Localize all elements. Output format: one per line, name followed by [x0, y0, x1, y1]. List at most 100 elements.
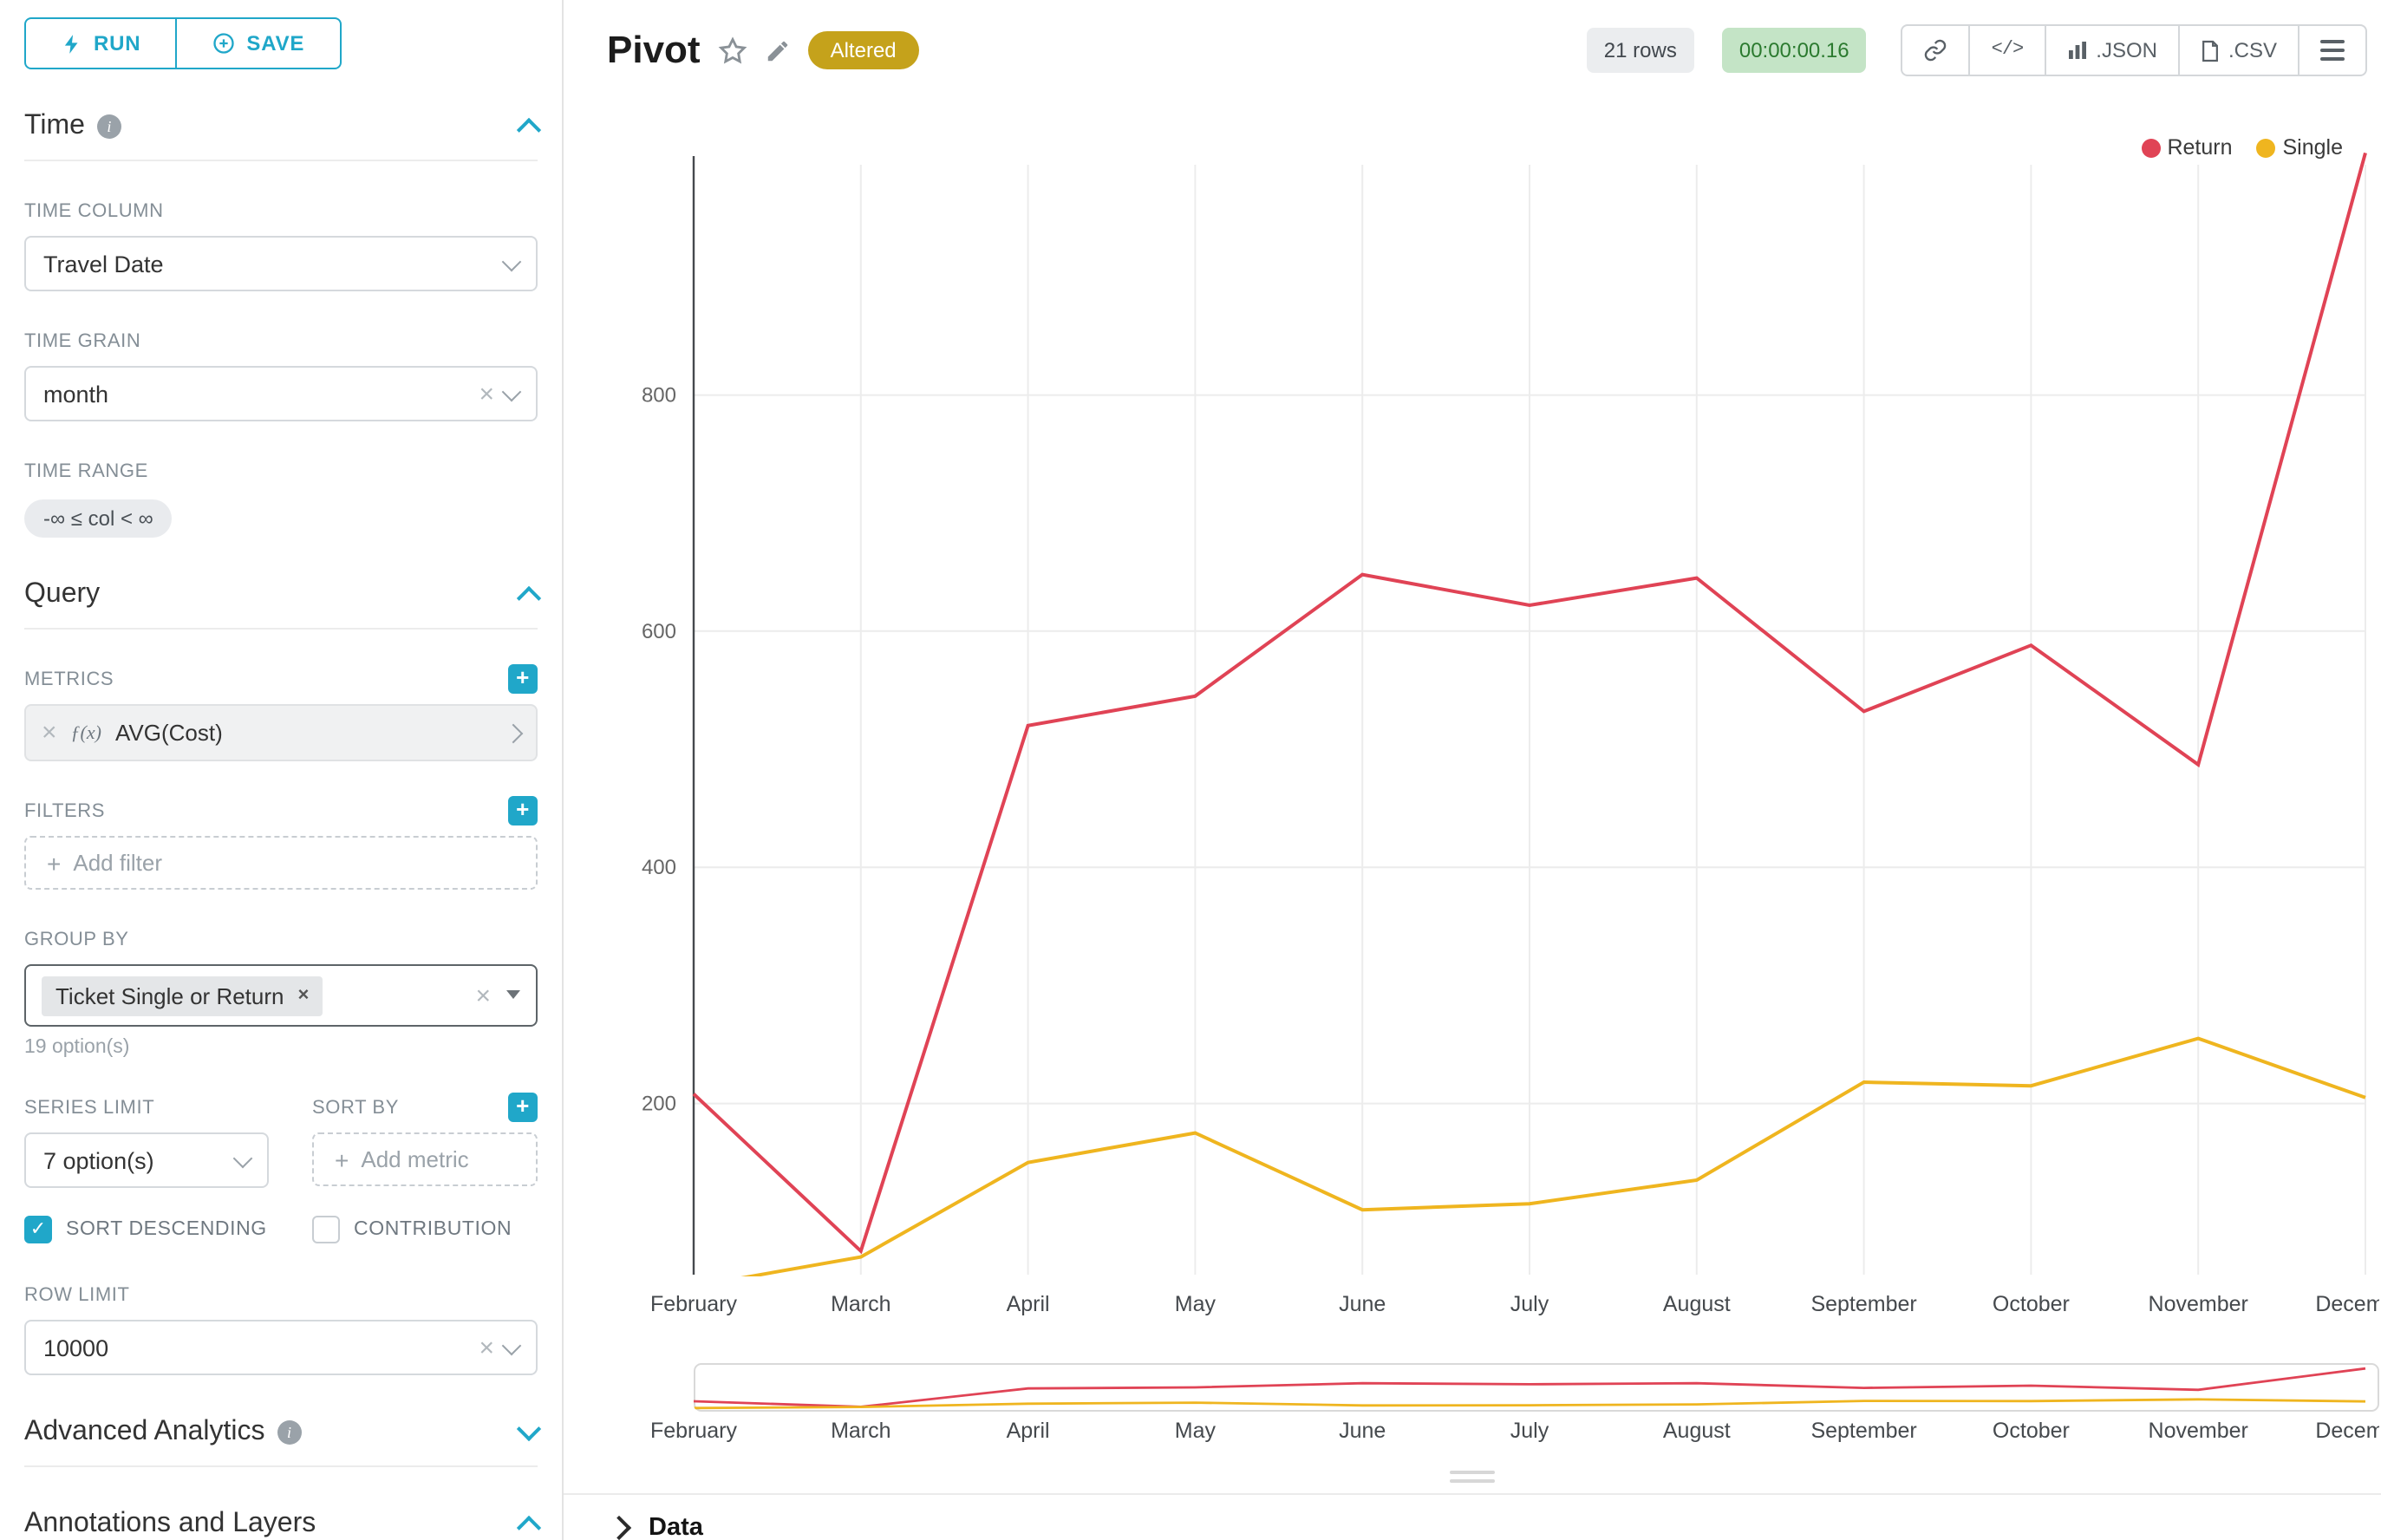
- export-button-group: </> .JSON .CSV: [1901, 24, 2367, 76]
- query-section-title: Query: [24, 579, 101, 609]
- row-limit-select[interactable]: 10000 ×: [24, 1320, 538, 1376]
- panel-resize-handle[interactable]: [564, 1465, 2381, 1488]
- series-limit-select[interactable]: 7 option(s): [24, 1132, 269, 1188]
- legend-label-single: Single: [2282, 135, 2344, 160]
- group-by-label: GROUP BY: [24, 929, 129, 949]
- chart-title: Pivot: [607, 28, 701, 71]
- chevron-down-icon: [516, 1417, 542, 1442]
- add-filter-dropzone[interactable]: + Add filter: [24, 836, 538, 890]
- svg-text:400: 400: [642, 856, 676, 879]
- menu-button[interactable]: [2298, 24, 2367, 76]
- export-csv-label: .CSV: [2228, 38, 2277, 62]
- svg-text:July: July: [1510, 1292, 1549, 1316]
- grip-icon: [1450, 1471, 1495, 1474]
- svg-text:November: November: [2149, 1292, 2248, 1316]
- fx-icon: ƒ(x): [70, 722, 101, 743]
- export-json-button[interactable]: .JSON: [2044, 24, 2180, 76]
- chevron-up-icon: [516, 117, 542, 143]
- view-query-button[interactable]: </>: [1968, 24, 2046, 76]
- chevron-up-icon: [516, 1516, 542, 1540]
- annotations-section-header[interactable]: Annotations and Layers: [24, 1509, 542, 1540]
- svg-text:July: July: [1510, 1419, 1549, 1443]
- sort-by-label: SORT BY +: [312, 1093, 538, 1122]
- clear-icon[interactable]: ×: [475, 981, 491, 1010]
- chart-area: Pivot Altered 21 rows 00:00:00.16 </>: [564, 0, 2381, 1540]
- svg-text:May: May: [1175, 1292, 1217, 1316]
- svg-text:June: June: [1339, 1292, 1386, 1316]
- add-sort-metric-plus-button[interactable]: +: [508, 1093, 538, 1122]
- chart-header: Pivot Altered 21 rows 00:00:00.16 </>: [607, 24, 2367, 76]
- time-column-select[interactable]: Travel Date: [24, 236, 538, 291]
- sort-descending-checkbox[interactable]: ✓: [24, 1216, 52, 1243]
- chevron-down-icon: [501, 381, 522, 401]
- svg-text:August: August: [1663, 1419, 1731, 1443]
- save-button[interactable]: SAVE: [175, 17, 342, 69]
- data-panel-label: Data: [649, 1514, 703, 1540]
- row-count-badge: 21 rows: [1586, 28, 1694, 73]
- remove-metric-icon[interactable]: ×: [42, 718, 57, 747]
- metrics-label: METRICS +: [24, 664, 538, 694]
- clear-icon[interactable]: ×: [479, 1333, 494, 1363]
- legend-dot-return: [2141, 138, 2161, 157]
- add-filter-placeholder: Add filter: [73, 850, 162, 876]
- favorite-star-icon[interactable]: [718, 36, 747, 65]
- copy-link-button[interactable]: [1901, 24, 1971, 76]
- annotations-title: Annotations and Layers: [24, 1509, 316, 1539]
- svg-text:October: October: [1993, 1419, 2070, 1443]
- time-grain-select[interactable]: month ×: [24, 366, 538, 421]
- remove-tag-icon[interactable]: ×: [297, 985, 310, 1006]
- svg-text:December: December: [2315, 1419, 2379, 1443]
- dropdown-caret-icon: [506, 990, 520, 999]
- query-toolbar: RUN SAVE: [24, 17, 538, 69]
- time-column-value: Travel Date: [43, 251, 164, 277]
- group-by-tag[interactable]: Ticket Single or Return ×: [42, 976, 323, 1015]
- row-limit-value: 10000: [43, 1334, 109, 1361]
- bar-chart-icon: [2068, 42, 2086, 59]
- metric-pill[interactable]: × ƒ(x) AVG(Cost): [24, 704, 538, 761]
- svg-text:August: August: [1663, 1292, 1731, 1316]
- info-icon: i: [96, 114, 121, 139]
- svg-text:May: May: [1175, 1419, 1217, 1443]
- legend-item-single[interactable]: Single: [2256, 135, 2344, 160]
- chart-brush-minimap[interactable]: February March April May June July August Septe…: [564, 1363, 2379, 1446]
- svg-text:March: March: [831, 1419, 890, 1443]
- data-panel-header[interactable]: Data: [564, 1493, 2381, 1540]
- add-sort-metric-dropzone[interactable]: + Add metric: [312, 1132, 538, 1186]
- plus-circle-icon: [212, 31, 236, 55]
- time-range-pill[interactable]: -∞ ≤ col < ∞: [24, 499, 173, 538]
- time-section-header[interactable]: Time i: [24, 111, 542, 161]
- run-button[interactable]: RUN: [24, 17, 178, 69]
- group-by-select[interactable]: Ticket Single or Return × ×: [24, 964, 538, 1027]
- control-panel: RUN SAVE Time i TIME COLUMN Travel Date …: [0, 0, 564, 1540]
- svg-text:September: September: [1810, 1419, 1916, 1443]
- code-icon: </>: [1991, 40, 2025, 61]
- svg-text:November: November: [2149, 1419, 2248, 1443]
- sort-descending-label: SORT DESCENDING: [66, 1219, 267, 1240]
- info-icon: i: [277, 1420, 302, 1445]
- series-limit-label: SERIES LIMIT: [24, 1097, 155, 1118]
- clear-icon[interactable]: ×: [479, 379, 494, 408]
- legend-item-return[interactable]: Return: [2141, 135, 2233, 160]
- time-grain-value: month: [43, 381, 109, 407]
- chevron-right-icon: [606, 1515, 632, 1540]
- svg-text:October: October: [1993, 1292, 2070, 1316]
- plus-icon: +: [47, 849, 62, 877]
- chevron-down-icon: [501, 251, 522, 271]
- series-limit-value: 7 option(s): [43, 1147, 154, 1173]
- contribution-checkbox[interactable]: ✓: [312, 1216, 340, 1243]
- add-metric-plus-button[interactable]: +: [508, 664, 538, 694]
- advanced-analytics-section-header[interactable]: Advanced Analytics i: [24, 1417, 542, 1468]
- query-section-header[interactable]: Query: [24, 579, 542, 630]
- edit-properties-icon[interactable]: [765, 37, 791, 63]
- group-by-tag-label: Ticket Single or Return: [55, 982, 284, 1008]
- line-chart[interactable]: 200 400 600 800 February March April May June Jul…: [564, 147, 2379, 1344]
- svg-text:March: March: [831, 1292, 890, 1316]
- time-grain-label: TIME GRAIN: [24, 330, 141, 351]
- hamburger-icon: [2320, 35, 2345, 66]
- svg-text:December: December: [2315, 1292, 2379, 1316]
- export-json-label: .JSON: [2096, 38, 2157, 62]
- svg-text:February: February: [650, 1419, 738, 1443]
- svg-text:February: February: [650, 1292, 738, 1316]
- add-filter-plus-button[interactable]: +: [508, 796, 538, 825]
- export-csv-button[interactable]: .CSV: [2177, 24, 2299, 76]
